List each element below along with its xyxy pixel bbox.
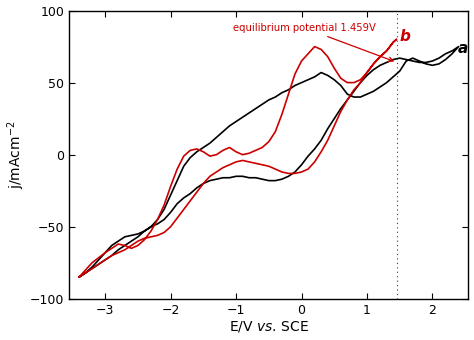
Text: equilibrium potential 1.459V: equilibrium potential 1.459V [233,23,393,62]
Y-axis label: j/mAcm$^{-2}$: j/mAcm$^{-2}$ [6,120,27,189]
Text: a: a [457,40,467,55]
Text: b: b [400,29,410,44]
X-axis label: E/V $\it{vs}$. SCE: E/V $\it{vs}$. SCE [229,320,309,335]
